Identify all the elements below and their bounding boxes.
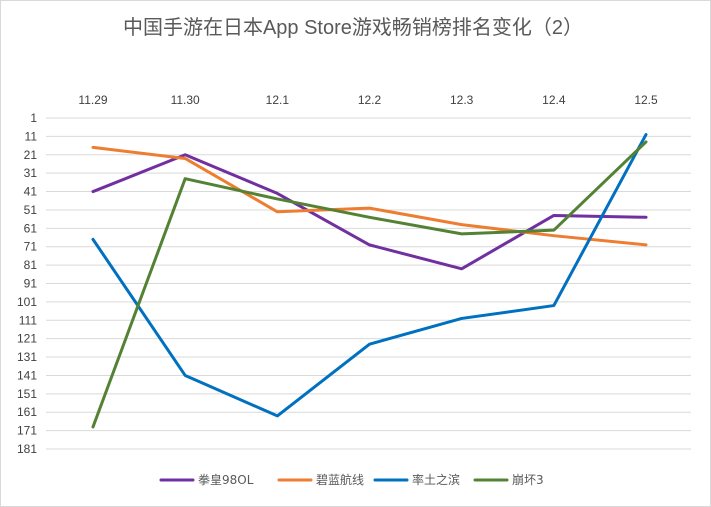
y-tick-label: 131	[17, 350, 37, 364]
y-tick-label: 111	[19, 313, 38, 327]
y-tick-label: 171	[17, 424, 37, 438]
x-tick-label: 12.2	[358, 93, 382, 107]
x-tick-label: 12.3	[450, 93, 474, 107]
y-tick-label: 161	[17, 405, 37, 419]
series-line	[91, 153, 648, 271]
x-tick-label: 12.4	[542, 93, 566, 107]
chart-title: 中国手游在日本App Store游戏畅销榜排名变化（2）	[123, 16, 583, 39]
series-line	[91, 140, 648, 429]
y-tick-label: 71	[24, 240, 38, 254]
legend-label: 碧蓝航线	[316, 472, 364, 487]
y-tick-label: 51	[24, 203, 38, 217]
gridlines	[46, 117, 691, 450]
y-tick-label: 151	[17, 387, 37, 401]
y-tick-label: 41	[24, 185, 38, 199]
x-tick-label: 12.1	[266, 93, 290, 107]
y-tick-label: 141	[17, 368, 37, 382]
y-tick-label: 61	[24, 221, 38, 235]
series-lines	[91, 133, 648, 429]
x-tick-label: 12.5	[634, 93, 658, 107]
legend: 拳皇98OL 碧蓝航线 率土之滨 崩坏3	[159, 472, 544, 487]
series-line	[91, 145, 648, 247]
y-tick-label: 21	[24, 148, 38, 162]
x-tick-label: 11.29	[78, 93, 107, 107]
legend-label: 崩坏3	[512, 473, 544, 487]
y-tick-label: 181	[17, 442, 37, 456]
y-tick-label: 1	[30, 111, 37, 125]
legend-label: 拳皇98OL	[198, 472, 254, 487]
y-axis-ticks: 1112131415161718191101111121131141151161…	[17, 111, 37, 456]
y-tick-label: 121	[17, 332, 37, 346]
y-tick-label: 81	[24, 258, 38, 272]
y-tick-label: 11	[25, 129, 38, 143]
y-tick-label: 91	[24, 277, 38, 291]
y-tick-label: 31	[24, 166, 38, 180]
legend-label: 率土之滨	[412, 472, 460, 487]
series-line	[91, 133, 648, 418]
x-tick-label: 11.30	[171, 93, 200, 107]
y-tick-label: 101	[17, 295, 37, 309]
x-axis-ticks: 11.29 11.30 12.1 12.2 12.3 12.4 12.5	[78, 93, 658, 107]
